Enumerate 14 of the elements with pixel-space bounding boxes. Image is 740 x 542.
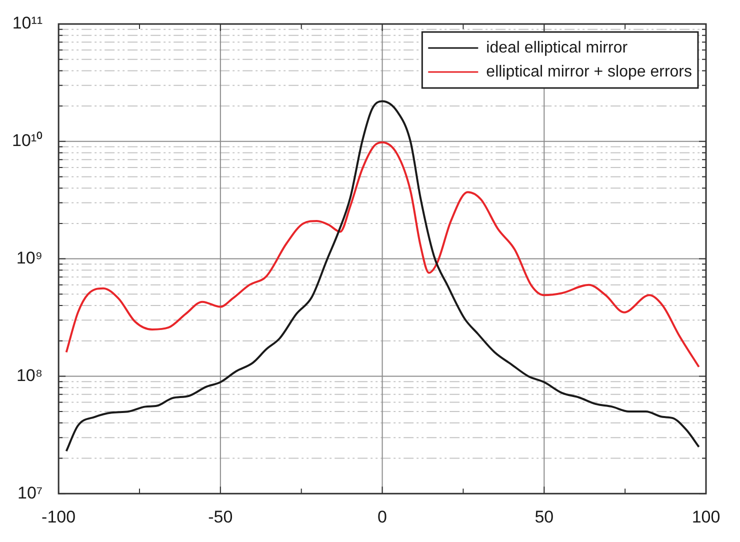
legend-label: ideal elliptical mirror xyxy=(486,39,628,56)
legend-label: elliptical mirror + slope errors xyxy=(486,63,692,80)
y-tick-label: 10¹⁰ xyxy=(12,131,43,150)
x-tick-label: -50 xyxy=(208,507,233,526)
x-tick-label: -100 xyxy=(42,507,76,526)
y-tick-label: 10¹¹ xyxy=(12,14,43,33)
y-tick-label: 10⁷ xyxy=(18,483,43,502)
x-tick-label: 50 xyxy=(534,507,554,526)
line-series xyxy=(65,100,700,452)
y-tick-label: 10⁹ xyxy=(16,248,43,268)
x-tick-label: 100 xyxy=(692,507,720,526)
y-tick-label: 10⁸ xyxy=(16,366,43,385)
line-series xyxy=(65,141,700,368)
x-tick-label: 0 xyxy=(378,507,388,526)
